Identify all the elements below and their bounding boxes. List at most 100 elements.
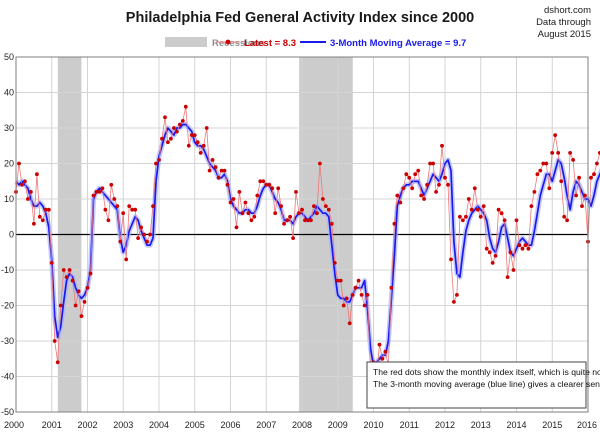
x-tick-label: 2008 (292, 420, 312, 430)
monthly-index-point (172, 126, 176, 130)
monthly-index-point (175, 129, 179, 134)
monthly-index-point (225, 182, 230, 187)
monthly-index-point (547, 186, 552, 191)
annotation-text: The red dots show the monthly index itse… (373, 367, 600, 389)
monthly-index-point (580, 204, 584, 209)
y-tick-label: -20 (1, 301, 14, 311)
monthly-index-point (294, 190, 298, 194)
monthly-index-point (148, 232, 153, 237)
monthly-index-point (404, 172, 409, 177)
legend-moving-average-label: 3-Month Moving Average = 9.7 (330, 38, 466, 49)
monthly-index-point (329, 221, 334, 226)
monthly-index-point (201, 143, 206, 148)
monthly-index-point (437, 182, 441, 187)
monthly-index-point (198, 151, 203, 155)
monthly-index-point (595, 161, 599, 166)
y-tick-label: -50 (1, 407, 14, 417)
monthly-index-point (82, 300, 87, 304)
legend: Recessions Latest = 8.3 3-Month Moving A… (165, 37, 466, 49)
monthly-index-point (270, 186, 275, 191)
monthly-index-point (431, 161, 435, 166)
x-tick-label: 2015 (542, 420, 562, 430)
monthly-index-point (338, 278, 343, 283)
y-tick-label: -30 (1, 336, 14, 346)
monthly-index-point (508, 250, 513, 255)
monthly-index-point (481, 204, 486, 209)
monthly-index-point (392, 221, 397, 226)
monthly-index-point (213, 165, 218, 170)
monthly-index-point (303, 218, 307, 223)
monthly-index-point (413, 172, 418, 177)
chart-title: Philadelphia Fed General Activity Index … (126, 10, 474, 26)
monthly-index-point (133, 207, 138, 212)
y-tick-label: 20 (4, 159, 14, 169)
monthly-index-point (160, 136, 164, 141)
monthly-index-point (166, 140, 170, 145)
monthly-index-point (276, 186, 281, 191)
monthly-index-point (455, 293, 459, 297)
x-axis: 2000 2001 2002 2003 2004 2005 2006 2007 2008 2009… (4, 420, 597, 430)
monthly-index-point (267, 182, 272, 187)
monthly-index-point (526, 246, 531, 251)
monthly-index-point (458, 214, 462, 219)
monthly-index-point (323, 204, 328, 209)
monthly-index-point (32, 221, 36, 226)
monthly-index-point (37, 214, 42, 219)
monthly-index-point (29, 190, 33, 194)
annotation-box: The red dots show the monthly index itse… (366, 361, 600, 409)
monthly-index-point (151, 204, 155, 209)
x-tick-label: 2005 (185, 420, 205, 430)
monthly-index-point (169, 136, 173, 141)
monthly-index-point (273, 211, 278, 216)
x-tick-label: 2013 (471, 420, 491, 430)
monthly-index-point (529, 204, 534, 209)
monthly-index-point (136, 236, 141, 241)
monthly-index-point (121, 211, 126, 216)
monthly-index-point (64, 275, 69, 279)
monthly-index-point (309, 218, 313, 223)
source-data-through: Data through (536, 17, 591, 28)
y-tick-label: 0 (9, 230, 14, 240)
monthly-index-point (58, 303, 63, 308)
monthly-index-point (109, 182, 114, 187)
monthly-index-point (76, 289, 81, 294)
monthly-index-point (118, 239, 123, 244)
monthly-index-point (452, 300, 456, 304)
monthly-index-point (163, 115, 167, 120)
monthly-index-point (514, 218, 519, 223)
monthly-index-point (300, 207, 304, 212)
x-tick-label: 2007 (256, 420, 276, 430)
monthly-index-point (353, 285, 358, 290)
monthly-index-point (94, 190, 99, 194)
monthly-index-point (192, 133, 197, 138)
monthly-index-point (478, 214, 483, 219)
monthly-index-point (502, 218, 507, 223)
monthly-index-point (469, 207, 474, 212)
monthly-index-point (335, 278, 340, 283)
monthly-index-point (246, 211, 251, 216)
monthly-index-point (210, 158, 215, 162)
monthly-index-point (556, 151, 561, 155)
monthly-index-point (449, 257, 453, 262)
monthly-index-point (79, 314, 84, 318)
monthly-index-point (407, 175, 412, 180)
monthly-index-point (234, 225, 239, 230)
monthly-index-point (505, 275, 510, 279)
monthly-index-point (55, 360, 60, 365)
monthly-index-point (106, 218, 111, 223)
x-tick-label: 2014 (506, 420, 526, 430)
monthly-index-point (204, 126, 209, 130)
monthly-index-point (326, 207, 331, 212)
monthly-index-point (365, 293, 370, 297)
monthly-index-point (285, 218, 289, 223)
monthly-index-point (40, 218, 45, 223)
monthly-index-point (318, 161, 322, 166)
monthly-index-point (264, 182, 269, 187)
monthly-index-point (574, 193, 578, 198)
y-tick-label: 30 (4, 123, 14, 133)
monthly-index-point (112, 197, 117, 201)
monthly-index-point (249, 218, 254, 223)
monthly-index-point (91, 193, 96, 198)
monthly-index-point (255, 193, 260, 198)
